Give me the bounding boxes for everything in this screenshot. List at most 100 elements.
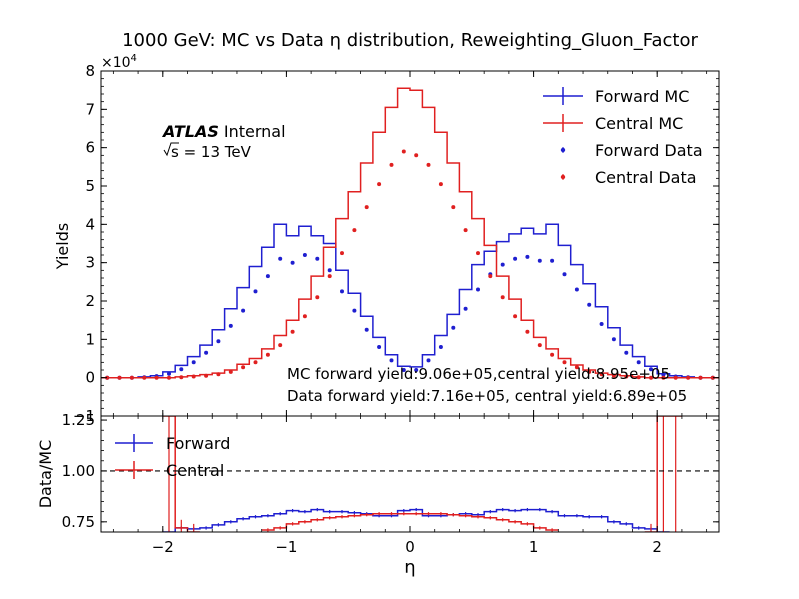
central-data-point [142,375,147,380]
central-data-point [364,205,369,210]
forward-data-point [414,368,419,372]
forward-data-legend-label: Forward Data [595,141,703,160]
atlas-label: ATLAS Internal [161,122,286,141]
ratio-y-tick-label: 1.25 [62,411,95,429]
central-mc-histogram [101,87,719,379]
data-yield-annotation: Data forward yield:7.16e+05, central yie… [287,387,687,405]
y-tick-label: 3 [85,254,95,272]
ratio-legend: Forward Central [115,434,230,480]
forward-data-point [278,256,283,261]
y-multiplier: ×104 [101,53,137,71]
forward-data-point [302,253,307,257]
central-data-point [463,228,468,233]
forward-data-point [315,256,320,261]
forward-data-point [191,360,196,365]
central-data-point [228,369,233,374]
central-data-point [476,251,480,256]
central-data-point [179,375,184,380]
forward-data-point [426,358,431,363]
forward-data-point [438,345,443,349]
central-data-point [117,375,122,380]
forward-data-point [525,254,530,259]
x-axis-label: η [404,557,415,578]
central-data-point [401,149,406,154]
forward-data-point [500,262,505,267]
central-data-point [216,372,221,377]
central-data-point [278,343,283,348]
x-tick-label: 1 [529,538,539,556]
central-data-point [426,162,431,167]
central-data-point [154,375,159,380]
central-data-point [525,329,530,334]
forward-data-point [611,337,616,342]
forward-data-point [463,306,468,311]
forward-data-point [204,350,209,355]
forward-data-point [364,327,369,332]
forward-mc-histogram [101,223,719,379]
y-axis-label: Yields [53,223,72,270]
y-tick-label: 4 [85,215,95,233]
central-data-point [624,374,629,379]
central-data-point [438,182,443,187]
forward-data-point [265,274,270,279]
central-data-point [352,228,357,233]
forward-data-point [574,287,579,292]
central-data-point [265,352,270,357]
central-data-point [389,162,394,167]
forward-data-point [253,289,258,294]
forward-ratio-legend-label: Forward [166,434,230,453]
central-data-point [253,360,258,365]
ratio-panel: 0.75 1.00 1.25 −2 −1 0 1 2 Data/MC η Forward Ce… [36,411,720,578]
central-data-point [698,375,703,380]
central-data-point [191,374,196,379]
forward-data-point [167,371,171,376]
forward-data-point [228,323,233,328]
x-tick-label: −2 [152,538,174,556]
central-data-point [661,375,666,380]
central-data-point [599,372,604,377]
x-tick-label: 2 [652,538,662,556]
y-tick-label: 6 [85,139,95,157]
central-data-point [611,373,616,378]
central-mc-legend-label: Central MC [595,114,683,133]
central-data-point [167,375,171,380]
y-tick-label: 8 [85,62,95,80]
y-tick-label: 5 [85,177,95,195]
forward-data-point [327,268,332,273]
ratio-y-axis-label: Data/MC [36,440,55,509]
central-data-point [129,375,134,380]
main-yield-panel: −1 0 1 2 3 4 5 6 7 8 ×104 Yields ATLAS Internal s … [53,53,720,425]
y-tick-label: 7 [85,100,95,118]
central-data-point [636,375,641,380]
ratio-y-tick-label: 1.00 [62,462,95,480]
y-tick-label: 0 [85,369,95,387]
top-legend: Forward MC Central MC Forward Data Central … [543,87,703,187]
x-tick-label: −1 [275,538,297,556]
central-data-point [414,153,419,158]
forward-mc-legend-label: Forward MC [595,87,689,106]
forward-data-point [636,360,641,365]
forward-data-point [476,287,480,292]
central-data-point [302,314,307,319]
central-data-point [377,182,382,187]
central-data-point [550,352,555,357]
chart-title: 1000 GeV: MC vs Data η distribution, Rew… [122,30,698,51]
central-data-point [574,365,579,370]
central-data-point [290,329,295,334]
forward-data-point [537,258,542,263]
forward-data-point [241,308,246,313]
forward-data-point [340,289,344,294]
central-data-point [500,295,505,300]
forward-data-point [389,358,394,363]
central-ratio-legend-label: Central [166,461,224,480]
central-data-point [513,314,518,319]
forward-data-point [179,367,184,372]
central-data-point [315,295,320,300]
y-tick-label: −1 [73,407,95,425]
central-data-point [327,274,332,279]
central-data-point [105,375,110,380]
forward-data-point [587,302,592,307]
central-data-point [204,373,209,378]
svg-text:s = 13 TeV: s = 13 TeV [171,143,252,161]
forward-data-point [562,272,567,277]
